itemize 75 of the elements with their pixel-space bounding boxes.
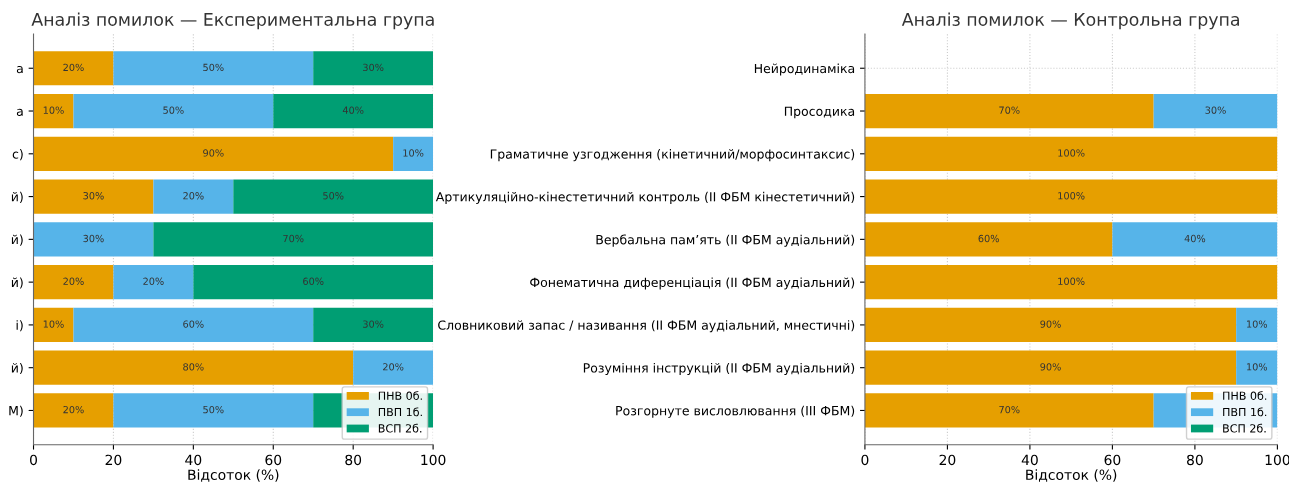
y-tick-label: М) bbox=[9, 405, 23, 417]
data-label: 30% bbox=[363, 63, 384, 72]
x-tick-label: 20 bbox=[105, 454, 122, 466]
data-label: 100% bbox=[1058, 149, 1085, 157]
data-label: 60% bbox=[183, 320, 204, 328]
x-tick-label: 0 bbox=[30, 454, 38, 466]
legend-label: ПНВ 0б. bbox=[1223, 391, 1267, 400]
legend-label: ВСП 2б. bbox=[1223, 423, 1266, 433]
x-tick-label: 20 bbox=[939, 454, 956, 466]
data-label: 60% bbox=[978, 234, 999, 243]
y-tick-label: Розуміння інструкцій (ІІ ФБМ аудіальний) bbox=[583, 362, 855, 376]
y-tick-label: с) bbox=[12, 149, 23, 161]
x-tick-label: 0 bbox=[861, 454, 869, 466]
data-label: 20% bbox=[63, 405, 84, 414]
y-tick-label: Вербальна пам’ять (ІІ ФБМ аудіальний) bbox=[596, 234, 855, 247]
x-tick-label: 80 bbox=[345, 454, 362, 466]
data-label: 90% bbox=[203, 149, 224, 157]
y-tick-label: й) bbox=[11, 277, 23, 289]
y-tick-label: а bbox=[16, 108, 23, 116]
x-tick-label: 60 bbox=[265, 454, 282, 466]
data-label: 50% bbox=[203, 405, 224, 414]
data-label: 50% bbox=[203, 63, 224, 72]
y-tick-label: Граматичне узгодження (кінетичний/морфосинтаксис) bbox=[490, 149, 855, 162]
data-label: 10% bbox=[1247, 320, 1268, 328]
y-tick-label: Фонематична диференціація (ІІ ФБМ аудіальний) bbox=[530, 277, 855, 290]
data-label: 20% bbox=[183, 192, 204, 200]
y-tick-label: Нейродинаміка bbox=[754, 63, 855, 76]
data-label: 20% bbox=[63, 63, 84, 72]
data-label: 20% bbox=[63, 277, 84, 285]
data-label: 50% bbox=[163, 106, 184, 114]
data-label: 10% bbox=[43, 106, 64, 114]
y-tick-label: Словниковий запас / називання (ІІ ФБМ аудіальний, мнестичні) bbox=[438, 320, 855, 333]
data-label: 100% bbox=[1058, 277, 1085, 285]
data-label: 30% bbox=[363, 320, 384, 328]
data-label: 10% bbox=[43, 320, 64, 328]
data-label: 70% bbox=[999, 405, 1020, 414]
y-tick-label: й) bbox=[11, 234, 23, 246]
x-tick-label: 60 bbox=[1104, 454, 1121, 466]
legend-label: ВСП 2б. bbox=[378, 423, 422, 433]
data-label: 70% bbox=[283, 234, 304, 243]
data-label: 60% bbox=[303, 277, 324, 285]
data-label: 30% bbox=[1205, 106, 1226, 114]
data-label: 40% bbox=[1184, 234, 1206, 243]
data-label: 90% bbox=[1040, 320, 1061, 328]
y-tick-label: й) bbox=[11, 362, 23, 375]
data-label: 90% bbox=[1040, 363, 1061, 371]
legend-label: ПВП 1б. bbox=[1223, 407, 1267, 417]
x-tick-label: 100 bbox=[1265, 454, 1289, 466]
data-label: 30% bbox=[83, 192, 104, 200]
y-tick-label: і) bbox=[16, 320, 23, 332]
y-tick-label: Просодика bbox=[784, 106, 855, 119]
data-label: 10% bbox=[1247, 363, 1268, 371]
legend-label: ПВП 1б. bbox=[378, 407, 422, 417]
x-axis-title: Відсоток (%) bbox=[1026, 469, 1117, 482]
data-label: 80% bbox=[183, 363, 204, 371]
chart-title: Аналіз помилок — Контрольна група bbox=[901, 12, 1239, 30]
data-label: 20% bbox=[383, 363, 404, 371]
x-tick-label: 100 bbox=[421, 454, 446, 466]
data-label: 50% bbox=[323, 192, 344, 200]
data-label: 20% bbox=[143, 277, 164, 285]
y-tick-label: Розгорнуте висловлювання (ІІІ ФБМ) bbox=[616, 405, 855, 418]
y-tick-label: Артикуляційно-кінестетичний контроль (ІІ ФБМ кінестетичний) bbox=[435, 191, 855, 204]
y-tick-label: й) bbox=[11, 191, 23, 203]
data-label: 30% bbox=[83, 234, 104, 243]
data-label: 10% bbox=[403, 149, 424, 157]
x-tick-label: 80 bbox=[1187, 454, 1203, 466]
x-tick-label: 40 bbox=[185, 454, 202, 466]
chart-title: Аналіз помилок — Експериментальна група bbox=[31, 12, 434, 30]
x-tick-label: 40 bbox=[1021, 454, 1038, 466]
data-label: 70% bbox=[999, 106, 1020, 114]
y-tick-label: а bbox=[16, 65, 23, 74]
data-label: 100% bbox=[1058, 192, 1085, 200]
x-axis-title: Відсоток (%) bbox=[188, 469, 279, 482]
legend-label: ПНВ 0б. bbox=[378, 391, 422, 400]
data-label: 40% bbox=[342, 106, 364, 114]
